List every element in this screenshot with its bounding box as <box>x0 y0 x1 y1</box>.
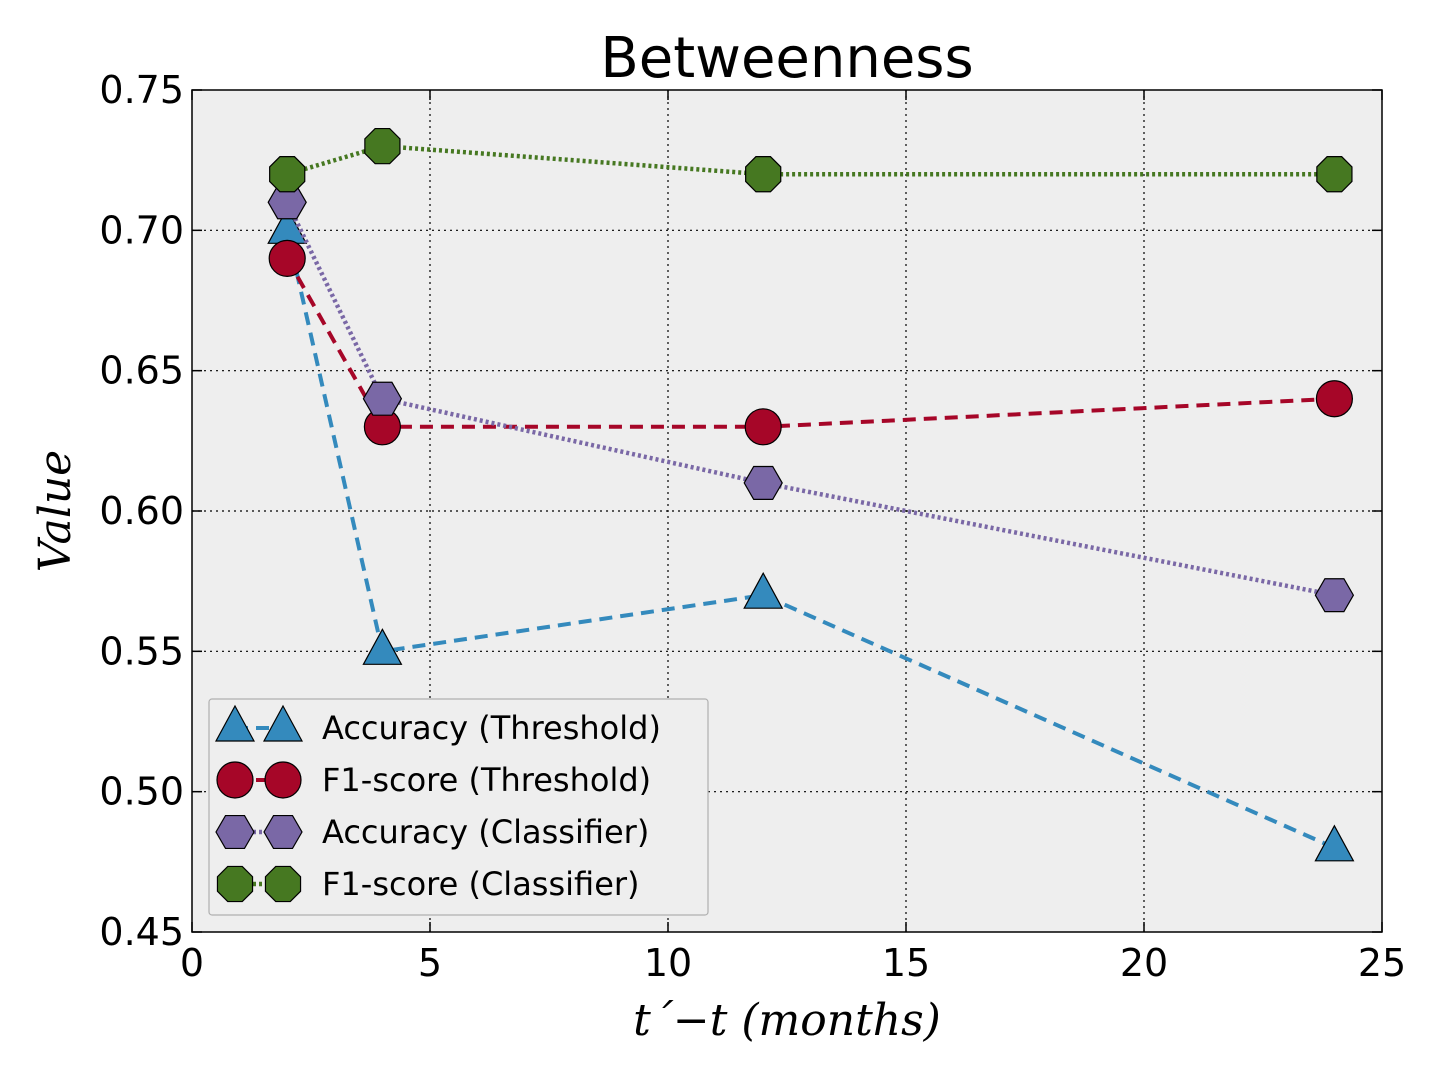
legend-entry: Accuracy (Threshold) <box>214 704 661 747</box>
legend-marker <box>216 761 254 799</box>
y-axis-label: Value <box>30 450 81 572</box>
legend-marker <box>264 865 302 903</box>
data-point <box>1314 578 1355 613</box>
y-tick-label: 0.65 <box>99 349 184 393</box>
x-tick-label: 0 <box>180 941 204 985</box>
series-line <box>286 143 1335 177</box>
y-tick-label: 0.75 <box>99 68 184 112</box>
legend-entry: F1-score (Threshold) <box>216 761 651 799</box>
data-point <box>745 156 782 193</box>
data-point <box>269 156 306 193</box>
axis-ticks: 0 5 10 15 20 25 0.45 0.50 0.55 0.60 0.65 0.70 0.75 <box>99 68 1406 985</box>
data-point <box>743 571 784 609</box>
legend-marker <box>215 814 255 850</box>
chart-title: Betweenness <box>600 26 973 91</box>
data-point <box>743 465 783 500</box>
legend-marker <box>264 761 302 799</box>
x-tick-label: 25 <box>1358 941 1406 985</box>
x-tick-label: 15 <box>882 941 930 985</box>
series-2 <box>268 239 1354 446</box>
legend-marker <box>263 814 303 850</box>
series-line <box>285 201 1335 598</box>
legend-marker <box>214 704 256 742</box>
data-point <box>1315 380 1354 418</box>
legend-entry: Accuracy (Classifier) <box>215 813 649 851</box>
x-axis-label: t´−t (months) <box>633 995 941 1046</box>
series-line <box>285 229 1336 850</box>
legend-marker <box>216 865 254 903</box>
data-point <box>1316 156 1353 193</box>
legend-label: Accuracy (Threshold) <box>322 709 661 747</box>
x-tick-label: 10 <box>644 941 692 985</box>
series-3 <box>267 185 1355 613</box>
legend-marker <box>262 704 304 742</box>
data-point <box>362 628 403 665</box>
data-point <box>362 381 403 416</box>
legend: Accuracy (Threshold) F1-score (Threshold)… <box>208 698 709 916</box>
series-4 <box>269 127 1353 193</box>
series-line <box>285 257 1335 429</box>
y-tick-label: 0.70 <box>99 208 184 252</box>
legend-label: F1-score (Classifier) <box>322 865 640 903</box>
data-point <box>364 127 401 165</box>
y-tick-label: 0.50 <box>99 770 184 814</box>
data-point <box>744 408 782 446</box>
x-tick-label: 20 <box>1120 941 1168 985</box>
legend-label: Accuracy (Classifier) <box>322 813 649 851</box>
series-layer <box>267 127 1355 862</box>
legend-box <box>208 698 709 916</box>
x-tick-label: 5 <box>418 941 442 985</box>
y-tick-label: 0.45 <box>99 910 184 954</box>
legend-entry: F1-score (Classifier) <box>216 865 640 903</box>
data-point <box>1314 824 1355 862</box>
legend-label: F1-score (Threshold) <box>322 761 651 799</box>
y-tick-label: 0.60 <box>99 489 184 533</box>
data-point <box>268 239 306 277</box>
y-tick-label: 0.55 <box>99 629 184 673</box>
